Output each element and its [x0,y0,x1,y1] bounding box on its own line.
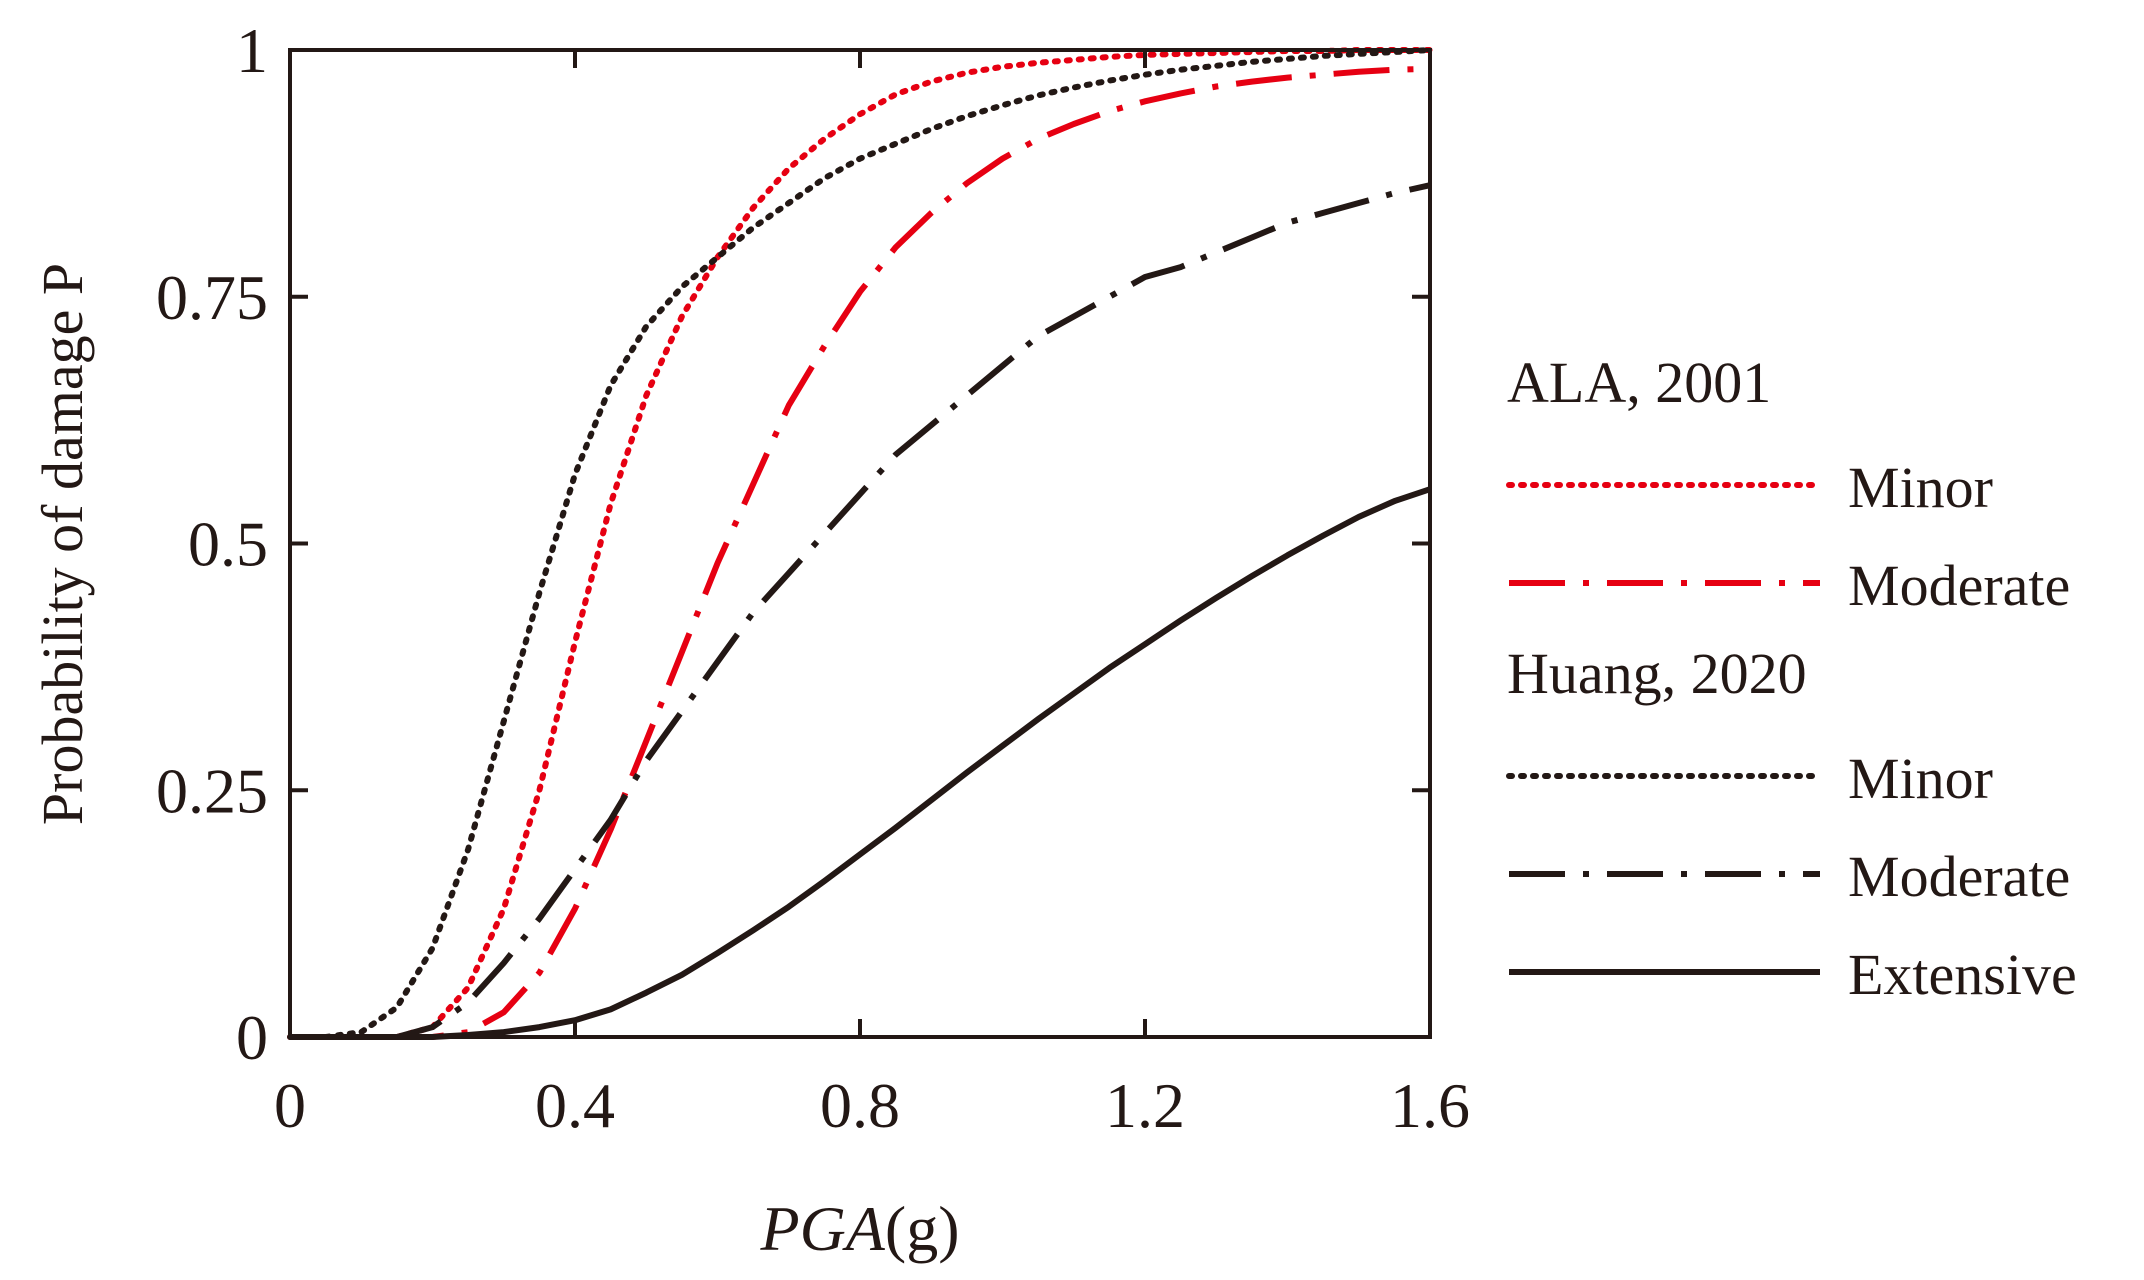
y-tick-label: 0.5 [188,509,268,580]
legend-label-huang-2020-moderate: Moderate [1848,844,2070,909]
x-tick-label: 0 [274,1070,306,1141]
x-tick-label: 1.6 [1390,1070,1470,1141]
legend-group-title: Huang, 2020 [1507,641,1807,706]
y-tick-label: 0.75 [156,262,268,333]
legend-group-title: ALA, 2001 [1507,350,1771,415]
y-tick-label: 0 [236,1002,268,1073]
x-tick-label: 1.2 [1105,1070,1185,1141]
plot-lines [287,47,1433,1040]
legend-label-ala-2001-moderate: Moderate [1848,553,2070,618]
x-tick-label: 0.8 [820,1070,900,1141]
y-tick-label: 0.25 [156,755,268,826]
series-line-huang-2020-minor [287,47,1433,1040]
legend: ALA, 2001 Minor Moderate Huang, 2020 Minor Mo… [1506,350,2077,1007]
series-line-ala-2001-minor [287,47,1433,1040]
series-line-ala-2001-moderate [290,65,1431,1040]
x-axis-title: PGA(g) [759,1193,959,1264]
axis-ticks: 0 0.4 0.8 1.2 1.6 0 0.25 0.5 0.75 1 [156,15,1470,1141]
x-axis-title-unit: (g) [885,1193,960,1264]
y-tick-label: 1 [236,15,268,86]
y-axis-title: Probability of damage P [30,263,95,825]
x-tick-label: 0.4 [535,1070,615,1141]
series-line-huang-2020-moderate [290,182,1431,1040]
series-line-huang-2020-extensive [290,486,1431,1040]
legend-label-huang-2020-minor: Minor [1848,746,1993,811]
plot-frame [288,48,1432,1039]
legend-label-huang-2020-extensive: Extensive [1848,942,2077,1007]
x-axis-title-var: PGA [759,1193,885,1264]
legend-label-ala-2001-minor: Minor [1848,455,1993,520]
